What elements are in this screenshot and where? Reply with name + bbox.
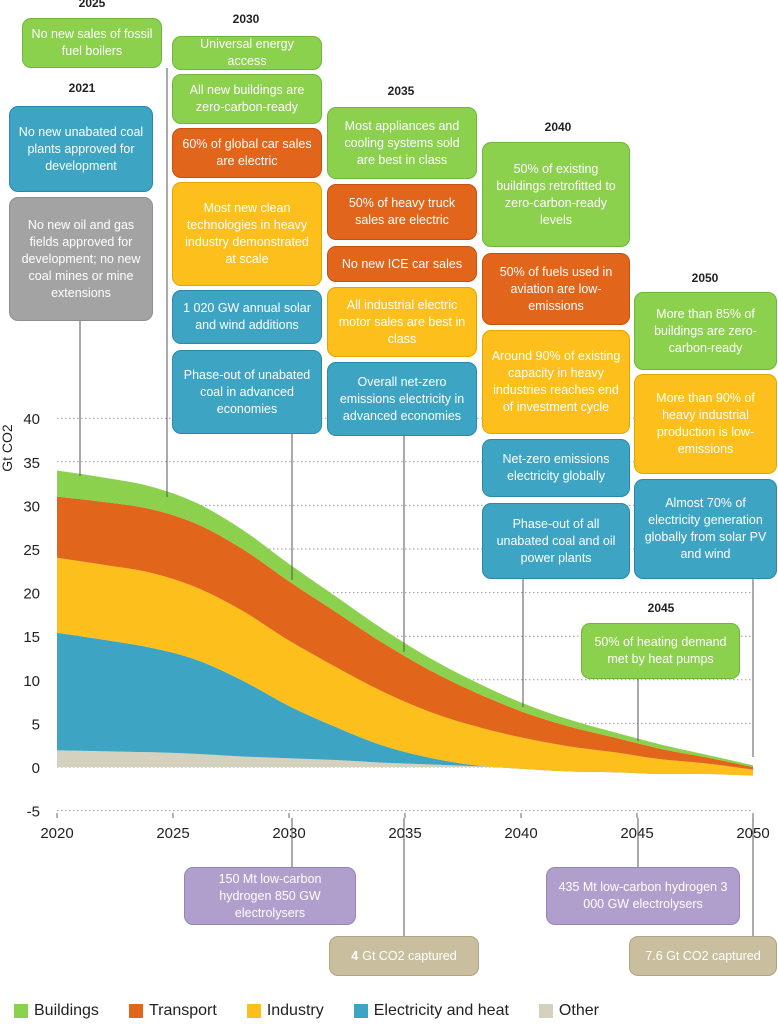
- connector-layer: [79, 68, 754, 936]
- capture-2035-box: 4 Gt CO2 captured: [329, 936, 479, 976]
- year-label-2050: 2050: [691, 271, 719, 285]
- y-tick-label: 5: [32, 716, 40, 733]
- legend-swatch: [353, 1004, 368, 1018]
- x-tick-label: 2035: [388, 825, 421, 842]
- milestone-2045-heat: 50% of heating demand met by heat pumps: [581, 623, 740, 679]
- year-label-2035: 2035: [387, 84, 415, 98]
- x-tick-label: 2045: [620, 825, 653, 842]
- area-transport: [57, 496, 753, 770]
- y-tick-label: 30: [23, 498, 40, 515]
- year-label-2030: 2030: [232, 12, 260, 26]
- legend-label: Industry: [266, 1002, 324, 1019]
- milestone-2040-aviation: 50% of fuels used in aviation are low-em…: [482, 253, 630, 325]
- milestone-2040-buildings: 50% of existing buildings retrofitted to…: [482, 142, 630, 247]
- y-tick-label: 20: [23, 586, 40, 603]
- milestone-2035-electricity: Overall net-zero emissions electricity i…: [327, 362, 477, 436]
- milestone-2030-car: 60% of global car sales are electric: [172, 128, 322, 178]
- legend-swatch: [538, 1004, 553, 1018]
- legend-label: Buildings: [34, 1002, 99, 1019]
- y-tick-label: 35: [23, 455, 40, 472]
- hydrogen-2030-box: 150 Mt low-carbon hydrogen 850 GW electr…: [184, 867, 356, 925]
- x-tick-label: 2020: [40, 825, 73, 842]
- capture-2035-label: Gt CO2 captured: [362, 948, 457, 963]
- y-tick-label: 40: [23, 411, 40, 428]
- legend-item: Transport: [128, 1002, 217, 1020]
- y-tick-label: 15: [23, 629, 40, 646]
- milestone-2050-buildings: More than 85% of buildings are zero-carb…: [634, 292, 777, 370]
- milestone-2030-solar: 1 020 GW annual solar and wind additions: [172, 290, 322, 344]
- milestone-2040-industry: Around 90% of existing capacity in heavy…: [482, 330, 630, 434]
- milestone-2040-phaseout: Phase-out of all unabated coal and oil p…: [482, 503, 630, 579]
- milestone-2035-truck: 50% of heavy truck sales are electric: [327, 184, 477, 240]
- legend-swatch: [128, 1004, 143, 1018]
- legend-item: Other: [538, 1002, 599, 1020]
- milestone-2021-oil: No new oil and gas fields approved for d…: [9, 197, 153, 321]
- legend-label: Transport: [148, 1002, 217, 1019]
- milestone-2025-boilers: No new sales of fossil fuel boilers: [22, 18, 162, 68]
- y-axis-label: Gt CO2: [0, 424, 15, 472]
- x-tick-label: 2025: [156, 825, 189, 842]
- y-tick-label: 0: [32, 760, 40, 777]
- y-tick-label: 10: [23, 673, 40, 690]
- year-label-2045: 2045: [647, 601, 675, 615]
- milestone-2035-ice: No new ICE car sales: [327, 246, 477, 282]
- capture-2035-value: 4: [351, 948, 359, 963]
- milestone-2030-coal: Phase-out of unabated coal in advanced e…: [172, 350, 322, 434]
- legend-item: Electricity and heat: [353, 1002, 509, 1020]
- legend-swatch: [14, 1004, 28, 1018]
- milestone-2035-motor: All industrial electric motor sales are …: [327, 287, 477, 357]
- milestone-2050-solar: Almost 70% of electricity generation glo…: [634, 479, 777, 579]
- legend-item: Buildings: [14, 1002, 99, 1020]
- year-label-2025: 2025: [78, 0, 106, 10]
- milestone-2040-netzero: Net-zero emissions electricity globally: [482, 439, 630, 497]
- x-tick-label: 2030: [272, 825, 305, 842]
- legend-item: Industry: [246, 1002, 324, 1020]
- milestone-2021-coal: No new unabated coal plants approved for…: [9, 106, 153, 192]
- x-tick-label: 2040: [504, 825, 537, 842]
- area-industry: [57, 557, 753, 776]
- legend-swatch: [246, 1004, 261, 1018]
- legend-label: Electricity and heat: [373, 1002, 509, 1019]
- chart-legend: Buildings Transport Industry Electricity an…: [14, 1002, 629, 1020]
- milestone-2030-industry: Most new clean technologies in heavy ind…: [172, 182, 322, 286]
- milestone-2035-appliances: Most appliances and cooling systems sold…: [327, 107, 477, 179]
- hydrogen-2050-box: 435 Mt low-carbon hydrogen 3 000 GW elec…: [546, 867, 740, 925]
- milestone-2050-industry: More than 90% of heavy industrial produc…: [634, 374, 777, 474]
- legend-label: Other: [558, 1002, 599, 1019]
- milestone-2030-access: Universal energy access: [172, 36, 322, 70]
- milestone-2030-buildings: All new buildings are zero-carbon-ready: [172, 74, 322, 124]
- area-layer: [57, 470, 753, 776]
- year-label-2040: 2040: [544, 120, 572, 134]
- capture-2050-box: 7.6 Gt CO2 captured: [629, 936, 777, 976]
- y-tick-label: -5: [27, 804, 40, 821]
- area-electricity-and-heat: [57, 632, 753, 776]
- year-label-2021: 2021: [68, 81, 96, 95]
- area-buildings: [57, 470, 753, 767]
- y-tick-label: 25: [23, 542, 40, 559]
